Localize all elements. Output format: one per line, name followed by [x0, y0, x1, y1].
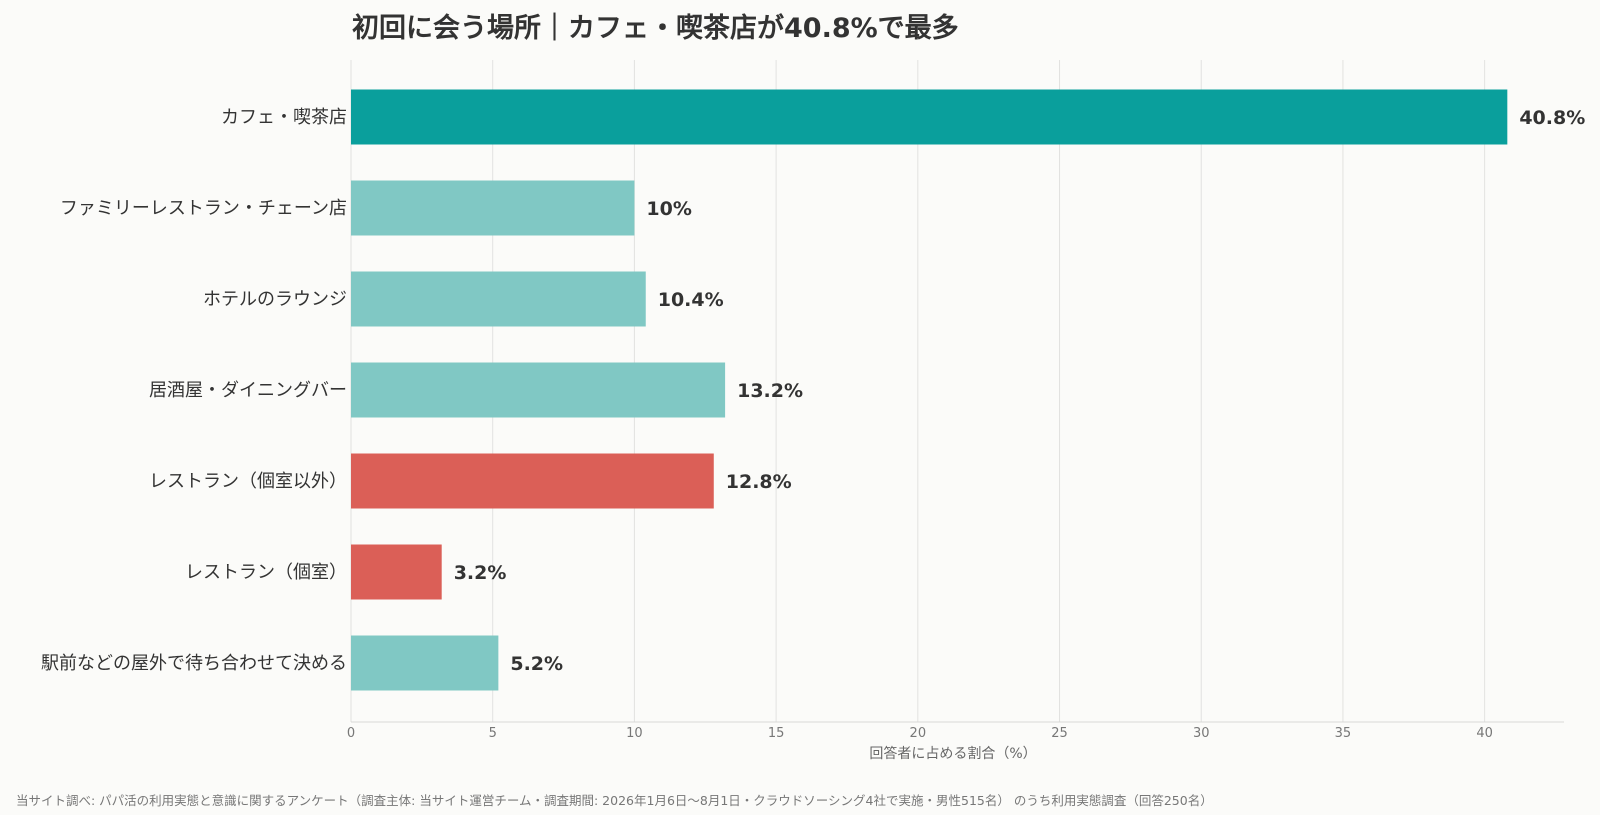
x-tick-label: 5 — [489, 726, 497, 741]
x-tick-label: 25 — [1051, 726, 1068, 741]
bar — [351, 180, 635, 236]
category-label: ファミリーレストラン・チェーン店 — [60, 198, 347, 219]
value-label: 10.4% — [658, 289, 724, 311]
value-label: 13.2% — [737, 380, 803, 402]
bar — [351, 362, 726, 418]
value-label: 3.2% — [454, 562, 507, 584]
source-note: 当サイト調べ: パパ活の利用実態と意識に関するアンケート（調査主体: 当サイト運… — [16, 793, 1213, 808]
value-label: 12.8% — [726, 471, 792, 493]
x-tick-label: 20 — [910, 726, 927, 741]
category-label: ホテルのラウンジ — [203, 289, 347, 310]
x-axis: 0 5 10 15 20 25 30 35 40 — [347, 721, 1564, 741]
chart-title: 初回に会う場所｜カフェ・喫茶店が40.8%で最多 — [352, 12, 959, 44]
category-label: レストラン（個室以外） — [149, 471, 347, 492]
grid-lines — [350, 60, 1486, 722]
bars: カフェ・喫茶店 40.8% ファミリーレストラン・チェーン店 10% ホテルのラウンジ 1… — [41, 89, 1585, 691]
value-label: 5.2% — [510, 653, 563, 675]
bar — [351, 544, 442, 600]
bar — [351, 453, 714, 509]
x-tick-label: 30 — [1193, 726, 1210, 741]
x-tick-label: 10 — [626, 726, 643, 741]
x-tick-label: 40 — [1476, 726, 1493, 741]
x-axis-title: 回答者に占める割合（%） — [869, 745, 1036, 762]
category-label: カフェ・喫茶店 — [221, 107, 347, 128]
bar — [351, 635, 499, 691]
bar — [351, 89, 1508, 145]
category-label: レストラン（個室） — [185, 562, 347, 583]
category-label: 駅前などの屋外で待ち合わせて決める — [41, 653, 347, 674]
value-label: 10% — [646, 198, 691, 220]
x-tick-label: 0 — [347, 726, 355, 741]
category-label: 居酒屋・ダイニングバー — [149, 380, 347, 401]
bar — [351, 271, 646, 327]
x-tick-label: 15 — [768, 726, 785, 741]
x-tick-label: 35 — [1335, 726, 1352, 741]
value-label: 40.8% — [1519, 107, 1585, 129]
